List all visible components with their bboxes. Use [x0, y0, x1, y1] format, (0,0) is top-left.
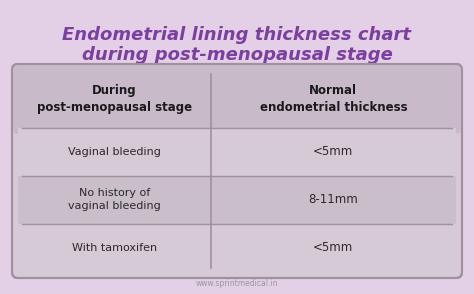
Text: <5mm: <5mm: [313, 145, 354, 158]
FancyBboxPatch shape: [12, 64, 462, 133]
Text: <5mm: <5mm: [313, 241, 354, 254]
Text: 8-11mm: 8-11mm: [309, 193, 358, 206]
Bar: [18, 224, 456, 272]
FancyBboxPatch shape: [12, 64, 462, 278]
Text: No history of
vaginal bleeding: No history of vaginal bleeding: [68, 188, 161, 211]
Text: Vaginal bleeding: Vaginal bleeding: [68, 147, 161, 157]
Text: With tamoxifen: With tamoxifen: [72, 243, 157, 253]
Text: Normal
endometrial thickness: Normal endometrial thickness: [260, 84, 407, 114]
Bar: [18, 176, 456, 224]
Text: Endometrial lining thickness chart: Endometrial lining thickness chart: [63, 26, 411, 44]
Bar: [18, 128, 456, 176]
Text: During
post-menopausal stage: During post-menopausal stage: [37, 84, 192, 114]
Text: www.sprintmedical.in: www.sprintmedical.in: [196, 279, 278, 288]
Bar: [18, 105, 456, 128]
Text: during post-menopausal stage: during post-menopausal stage: [82, 46, 392, 64]
